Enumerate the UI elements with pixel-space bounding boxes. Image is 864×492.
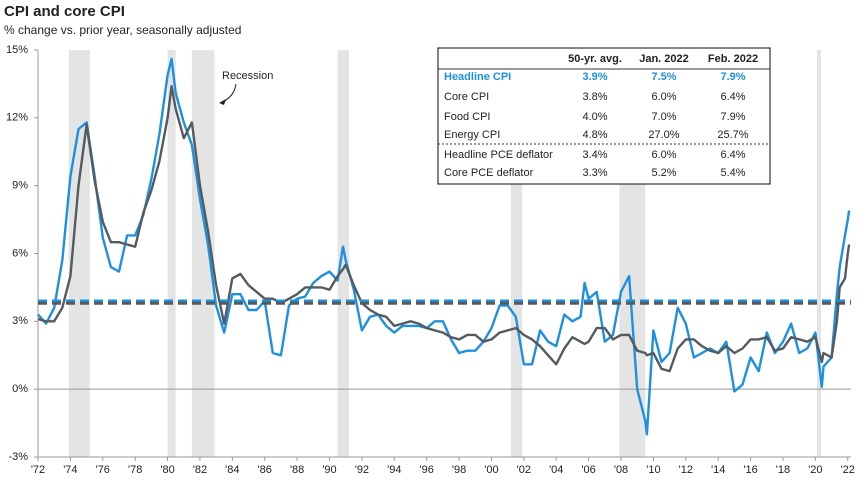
x-tick-label: '16 bbox=[743, 464, 757, 476]
inset-table: 50-yr. avg. Jan. 2022 Feb. 2022 Headline CP… bbox=[437, 47, 771, 185]
table-cell: 5.4% bbox=[720, 167, 745, 179]
x-tick-label: '06 bbox=[581, 464, 595, 476]
x-tick-label: '84 bbox=[225, 464, 239, 476]
table-cell: 3.9% bbox=[582, 71, 607, 83]
y-tick-label: 12% bbox=[6, 112, 28, 124]
table-cell: 3.4% bbox=[582, 149, 607, 161]
table-header: 50-yr. avg. bbox=[568, 53, 622, 65]
table-header: Jan. 2022 bbox=[639, 53, 689, 65]
x-tick-label: '78 bbox=[128, 464, 142, 476]
x-tick-label: '94 bbox=[387, 464, 401, 476]
annotation: Recession bbox=[222, 70, 273, 82]
table-row-label: Core CPI bbox=[444, 91, 489, 103]
table-header: Feb. 2022 bbox=[708, 53, 758, 65]
x-tick-label: '74 bbox=[63, 464, 77, 476]
x-tick-label: '92 bbox=[355, 464, 369, 476]
x-tick-label: '00 bbox=[484, 464, 498, 476]
x-tick-label: '72 bbox=[31, 464, 45, 476]
x-tick-label: '96 bbox=[420, 464, 434, 476]
table-box bbox=[437, 47, 771, 185]
table-row-label: Headline PCE deflator bbox=[444, 149, 553, 161]
table-cell: 7.5% bbox=[651, 71, 676, 83]
table-cell: 7.9% bbox=[720, 71, 745, 83]
table-cell: 4.8% bbox=[582, 129, 607, 141]
x-tick-label: '88 bbox=[290, 464, 304, 476]
annotation-arrow bbox=[221, 83, 237, 103]
y-tick-label: 15% bbox=[6, 44, 28, 56]
x-tick-label: '18 bbox=[776, 464, 790, 476]
recession-band bbox=[191, 50, 215, 457]
x-tick-label: '14 bbox=[711, 464, 725, 476]
x-tick-label: '20 bbox=[808, 464, 822, 476]
x-tick-label: '04 bbox=[549, 464, 563, 476]
table-row-label: Food CPI bbox=[444, 111, 490, 123]
y-tick-label: 0% bbox=[12, 383, 28, 395]
x-tick-label: '90 bbox=[322, 464, 336, 476]
table-cell: 4.0% bbox=[582, 111, 607, 123]
x-tick-label: '08 bbox=[614, 464, 628, 476]
table-cell: 27.0% bbox=[648, 129, 679, 141]
chart-subtitle: % change vs. prior year, seasonally adju… bbox=[4, 23, 241, 37]
x-tick-label: '82 bbox=[193, 464, 207, 476]
x-tick-label: '80 bbox=[160, 464, 174, 476]
x-tick-label: '76 bbox=[96, 464, 110, 476]
table-cell: 6.0% bbox=[651, 149, 676, 161]
table-cell: 3.3% bbox=[582, 167, 607, 179]
table-row-label: Energy CPI bbox=[444, 129, 500, 141]
table-cell: 5.2% bbox=[651, 167, 676, 179]
y-tick-label: 9% bbox=[12, 180, 28, 192]
x-tick-label: '86 bbox=[258, 464, 272, 476]
recession-band bbox=[510, 50, 523, 457]
y-tick-label: -3% bbox=[8, 451, 28, 463]
chart-title: CPI and core CPI bbox=[4, 3, 125, 20]
table-cell: 6.4% bbox=[720, 91, 745, 103]
recession-band bbox=[167, 50, 176, 457]
series-line bbox=[37, 57, 851, 436]
y-tick-label: 3% bbox=[12, 315, 28, 327]
table-cell: 25.7% bbox=[717, 129, 748, 141]
x-tick-label: '98 bbox=[452, 464, 466, 476]
plot-layer: -3% 0% 3% 6% 9% 12% 15% '72 '74 '76 '78 '80 '82 '84 '8… bbox=[6, 44, 855, 476]
annotation-arrowhead bbox=[219, 99, 226, 105]
table-cell: 7.9% bbox=[720, 111, 745, 123]
series-line bbox=[37, 85, 851, 373]
table-row-label: Core PCE deflator bbox=[444, 167, 534, 179]
table-cell: 6.4% bbox=[720, 149, 745, 161]
table-cell: 6.0% bbox=[651, 91, 676, 103]
table-cell: 3.8% bbox=[582, 91, 607, 103]
recession-band bbox=[816, 50, 822, 457]
x-tick-label: '12 bbox=[679, 464, 693, 476]
y-tick-label: 6% bbox=[12, 247, 28, 259]
table-row-label: Headline CPI bbox=[444, 71, 511, 83]
x-tick-label: '02 bbox=[517, 464, 531, 476]
table-cell: 7.0% bbox=[651, 111, 676, 123]
x-tick-label: '22 bbox=[841, 464, 855, 476]
x-tick-label: '10 bbox=[646, 464, 660, 476]
